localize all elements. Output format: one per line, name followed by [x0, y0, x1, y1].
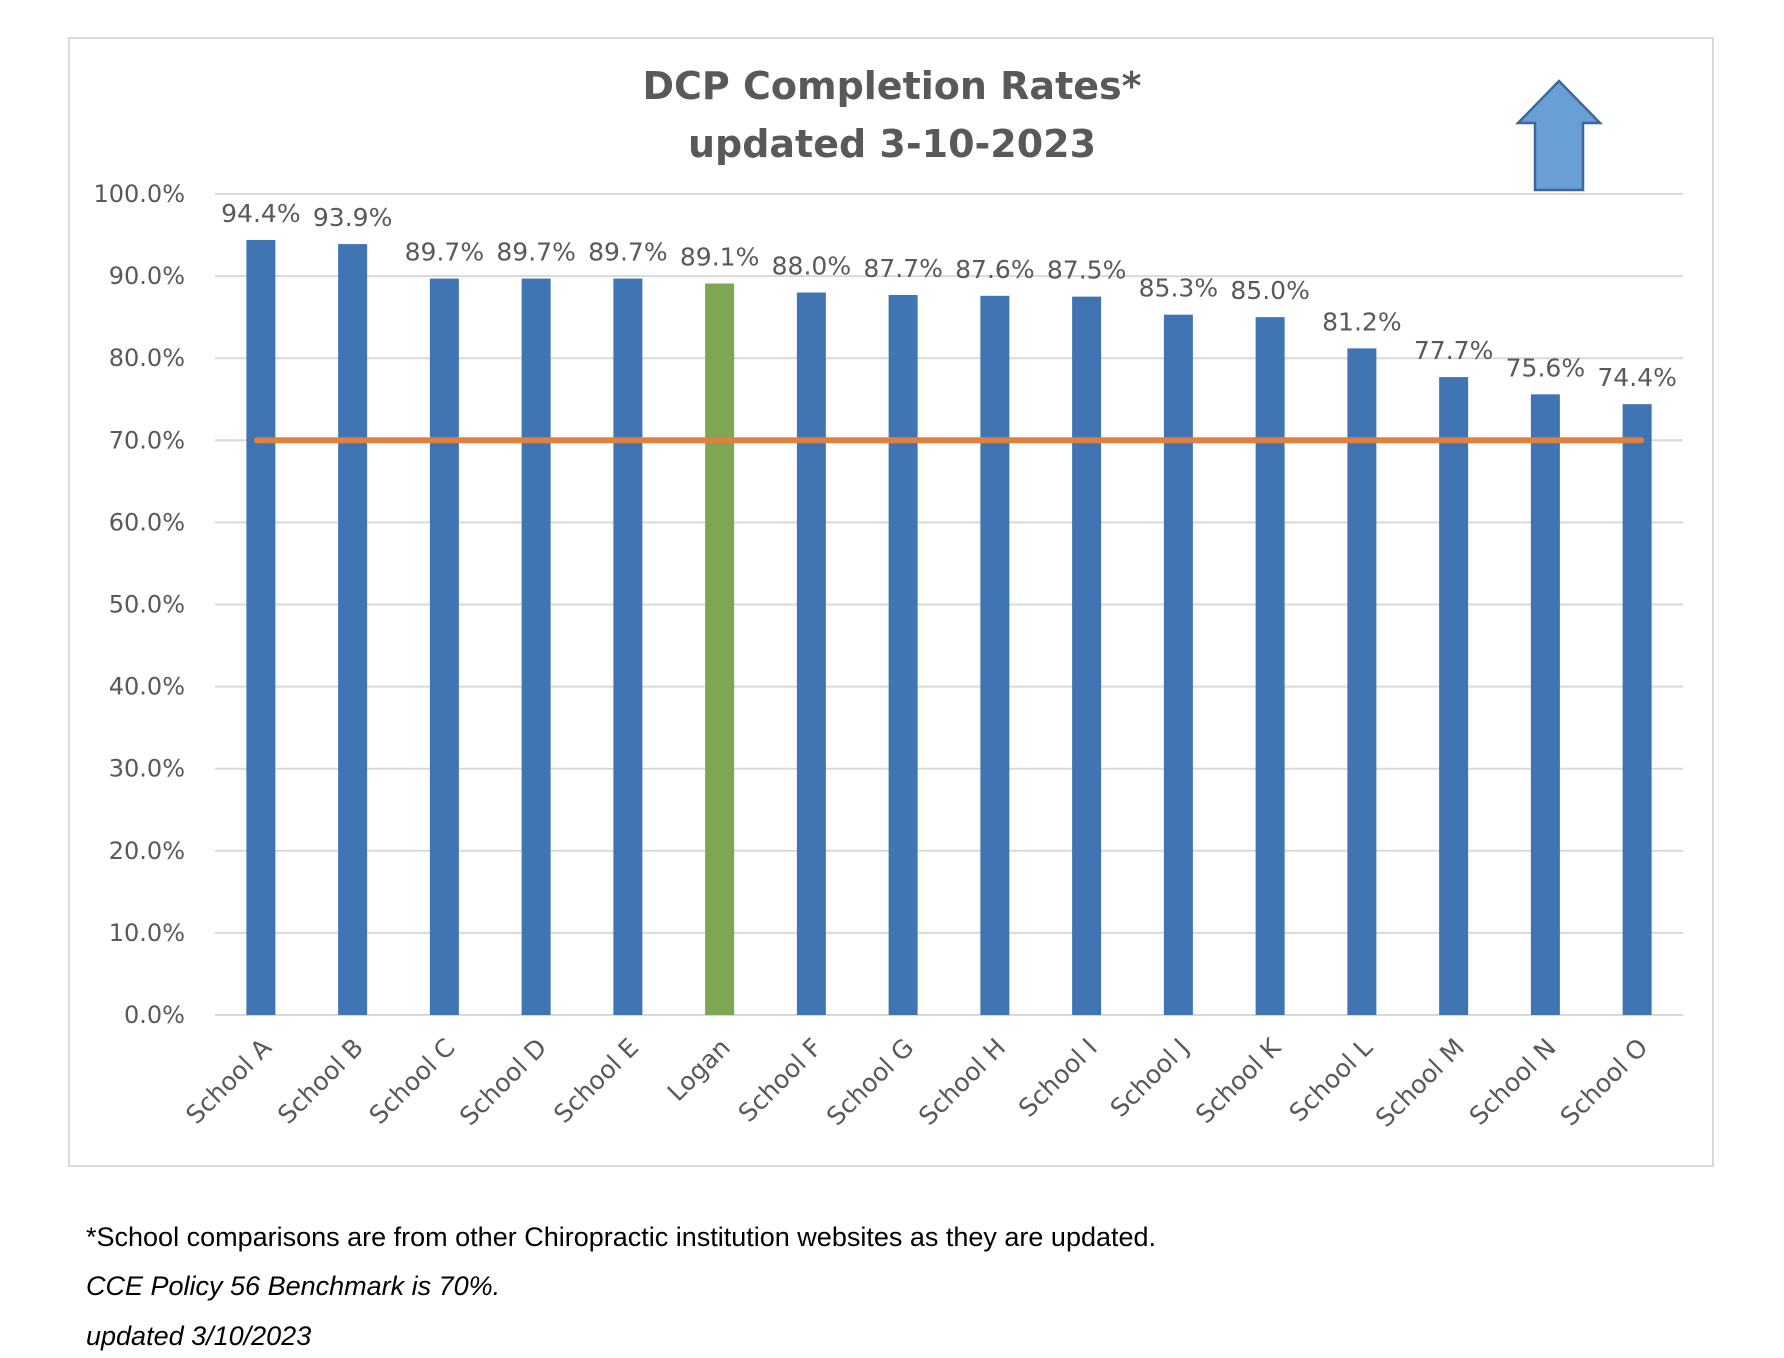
data-label: 85.0%: [1230, 276, 1309, 305]
bar: [1530, 394, 1560, 1016]
y-tick-label: 70.0%: [109, 426, 185, 454]
bar: [1255, 317, 1285, 1015]
data-label: 87.5%: [1047, 256, 1126, 285]
data-label: 77.7%: [1414, 336, 1493, 365]
bar: [1163, 314, 1193, 1015]
y-tick-label: 100.0%: [93, 180, 185, 208]
bar: [888, 294, 918, 1015]
x-tick-label: School K: [1190, 1032, 1287, 1129]
x-tick-label: School O: [1555, 1033, 1654, 1132]
bar: [613, 278, 643, 1015]
data-labels: 94.4% 93.9% 89.7% 89.7% 89.7% 89.1% 88.0% 87.7%…: [221, 199, 1677, 392]
x-tick-label: School N: [1464, 1033, 1562, 1131]
y-tick-label: 50.0%: [109, 591, 185, 619]
gridlines: [215, 193, 1683, 1016]
data-label: 93.9%: [313, 203, 392, 232]
x-tick-label: School M: [1370, 1033, 1470, 1133]
data-label: 89.7%: [405, 238, 484, 267]
footnote-source: *School comparisons are from other Chiro…: [86, 1222, 1157, 1252]
footnote-updated: updated 3/10/2023: [86, 1321, 312, 1351]
data-label: 89.1%: [680, 242, 759, 271]
x-tick-label: School A: [180, 1033, 277, 1130]
x-tick-label: School B: [272, 1033, 369, 1130]
data-label: 89.7%: [496, 238, 575, 267]
x-tick-label: School I: [1013, 1033, 1103, 1123]
x-tick-label: School C: [363, 1033, 460, 1130]
bar: [796, 292, 826, 1015]
y-tick-label: 80.0%: [109, 344, 185, 372]
x-tick-label: Logan: [662, 1033, 736, 1107]
y-tick-label: 10.0%: [109, 919, 185, 947]
chart-title-line-1: DCP Completion Rates*: [642, 64, 1141, 108]
x-tick-label: School E: [548, 1033, 644, 1129]
data-label: 75.6%: [1506, 353, 1585, 382]
x-tick-label: School D: [454, 1033, 552, 1131]
x-tick-label: School L: [1283, 1033, 1378, 1128]
x-tick-label: School J: [1105, 1033, 1195, 1123]
data-label: 87.7%: [863, 254, 942, 283]
data-label: 87.6%: [955, 255, 1034, 284]
bar-chart: DCP Completion Rates* updated 3-10-2023 …: [93, 64, 1683, 1133]
data-label: 74.4%: [1597, 363, 1676, 392]
x-tick-label: School H: [913, 1033, 1011, 1131]
data-label: 81.2%: [1322, 307, 1401, 336]
x-tick-label: School G: [821, 1033, 920, 1132]
bar: [1072, 296, 1102, 1015]
bar: [521, 278, 551, 1015]
y-tick-label: 30.0%: [109, 755, 185, 783]
bar: [246, 239, 276, 1015]
y-tick-label: 60.0%: [109, 508, 185, 536]
bar: [1622, 404, 1652, 1015]
up-arrow-icon: [1515, 79, 1603, 192]
chart-title-line-2: updated 3-10-2023: [688, 122, 1096, 166]
chart-frame: DCP Completion Rates* updated 3-10-2023 …: [68, 37, 1714, 1167]
y-tick-label: 40.0%: [109, 673, 185, 701]
bar: [980, 295, 1010, 1016]
bars: [246, 239, 1652, 1016]
footnote-benchmark: CCE Policy 56 Benchmark is 70%.: [86, 1271, 501, 1301]
y-tick-label: 0.0%: [124, 1001, 185, 1029]
data-label: 88.0%: [772, 252, 851, 281]
y-tick-label: 20.0%: [109, 837, 185, 865]
data-label: 94.4%: [221, 199, 300, 228]
bar: [338, 244, 368, 1015]
y-tick-label: 90.0%: [109, 262, 185, 290]
bar: [1347, 348, 1377, 1015]
data-label: 89.7%: [588, 238, 667, 267]
bar: [429, 278, 459, 1015]
y-axis-ticks: 0.0% 10.0% 20.0% 30.0% 40.0% 50.0% 60.0% 70.0% 8…: [93, 180, 185, 1029]
data-label: 85.3%: [1139, 274, 1218, 303]
bar-highlight: [705, 283, 735, 1015]
x-tick-label: School F: [733, 1033, 828, 1128]
bar: [1439, 377, 1469, 1015]
